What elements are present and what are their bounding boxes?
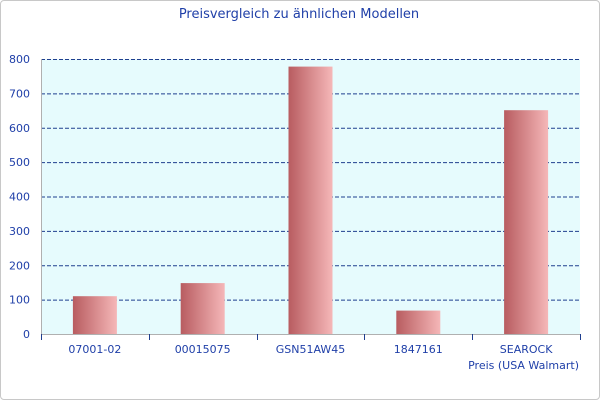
- x-tick-label: 00015075: [175, 343, 231, 356]
- y-tick-label: 400: [9, 191, 30, 204]
- bar-SEAROCK: [504, 110, 549, 334]
- x-axis-label: Preis (USA Walmart): [468, 359, 579, 372]
- y-tick-label: 200: [9, 259, 30, 272]
- x-tick-label: GSN51AW45: [276, 343, 346, 356]
- x-tick-label: SEAROCK: [500, 343, 553, 356]
- x-tick-labels: 07001-02 00015075 GSN51AW45 1847161 SEAROCK: [68, 343, 553, 356]
- bar-GSN51AW45: [288, 66, 333, 334]
- y-tick-label: 800: [9, 53, 30, 66]
- bar-1847161: [396, 310, 441, 334]
- x-tick-label: 1847161: [394, 343, 443, 356]
- y-tick-label: 500: [9, 156, 30, 169]
- y-tick-label: 600: [9, 122, 30, 135]
- axes: [41, 59, 581, 340]
- y-tick-label: 700: [9, 87, 30, 100]
- bar-00015075: [180, 283, 225, 334]
- bars: [72, 66, 549, 334]
- y-tick-label: 0: [23, 328, 30, 341]
- y-tick-label: 100: [9, 294, 30, 307]
- bar-07001-02: [72, 296, 117, 334]
- y-tick-label: 300: [9, 225, 30, 238]
- x-tick-label: 07001-02: [68, 343, 121, 356]
- y-tick-labels: 0 100 200 300 400 500 600 700 800: [9, 53, 30, 341]
- chart-title: Preisvergleich zu ähnlichen Modellen: [179, 7, 419, 22]
